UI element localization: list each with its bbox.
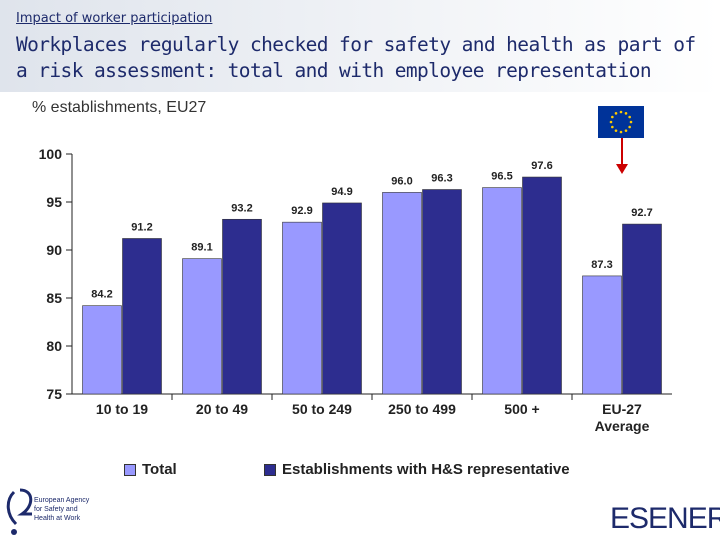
data-label: 93.2: [231, 202, 252, 214]
bar-representative: [522, 176, 562, 395]
legend-label-representative: Establishments with H&S representative: [282, 461, 570, 478]
data-label: 91.2: [131, 221, 152, 233]
slide-header: Impact of worker participation Workplace…: [0, 0, 720, 92]
legend-label-total: Total: [142, 461, 177, 478]
esener-logo: ESENER: [610, 502, 720, 535]
legend-item-total: Total: [124, 461, 177, 478]
x-tick-label: 50 to 249: [292, 401, 352, 417]
data-label: 96.3: [431, 173, 452, 185]
data-label: 94.9: [331, 186, 352, 198]
data-label: 92.9: [291, 205, 312, 217]
chart-legend: Total Establishments with H&S representa…: [124, 461, 684, 483]
data-label: 84.2: [91, 289, 112, 301]
bar-representative: [622, 223, 662, 395]
x-tick-label: 500 +: [504, 401, 539, 417]
bar-total: [282, 221, 322, 395]
arrow-down-icon: [616, 138, 628, 174]
eu-flag-icon: [598, 106, 644, 138]
bar-total: [482, 187, 522, 395]
bar-representative: [222, 218, 262, 395]
data-label: 97.6: [531, 160, 552, 172]
y-tick-label: 85: [46, 290, 62, 306]
x-tick-label: Average: [595, 418, 650, 434]
y-tick-label: 75: [46, 386, 62, 402]
data-label: 92.7: [631, 207, 652, 219]
y-tick-label: 95: [46, 194, 62, 210]
eu-osha-logo-icon: [6, 488, 33, 535]
data-label: 96.5: [491, 171, 512, 183]
legend-item-representative: Establishments with H&S representative: [264, 461, 570, 478]
supertitle[interactable]: Impact of worker participation: [16, 11, 213, 26]
bar-total: [382, 192, 422, 395]
x-tick-label: EU-27: [602, 401, 642, 417]
bar-representative: [122, 238, 162, 395]
x-tick-label: 10 to 19: [96, 401, 148, 417]
y-tick-label: 80: [46, 338, 62, 354]
y-tick-label: 90: [46, 242, 62, 258]
legend-swatch-total: [124, 463, 136, 476]
legend-swatch-representative: [264, 463, 276, 476]
data-label: 87.3: [591, 259, 612, 271]
slide-title: Workplaces regularly checked for safety …: [16, 33, 696, 82]
x-tick-label: 20 to 49: [196, 401, 248, 417]
data-label: 89.1: [191, 242, 212, 254]
bar-chart: 100 95 90 85 80 75 84.2 91.2 10 to 19 89.1 93.2 20 …: [39, 146, 672, 434]
bar-total: [82, 305, 122, 395]
bar-representative: [322, 202, 362, 395]
data-label: 96.0: [391, 175, 412, 187]
eu-osha-logo-text: European Agency for Safety and Health at…: [34, 497, 90, 522]
x-tick-label: 250 to 499: [388, 401, 456, 417]
bar-representative: [422, 189, 462, 395]
bar-total: [582, 275, 622, 395]
bar-total: [182, 258, 222, 395]
y-tick-label: 100: [39, 146, 63, 162]
chart-subtitle: % establishments, EU27: [32, 99, 207, 116]
